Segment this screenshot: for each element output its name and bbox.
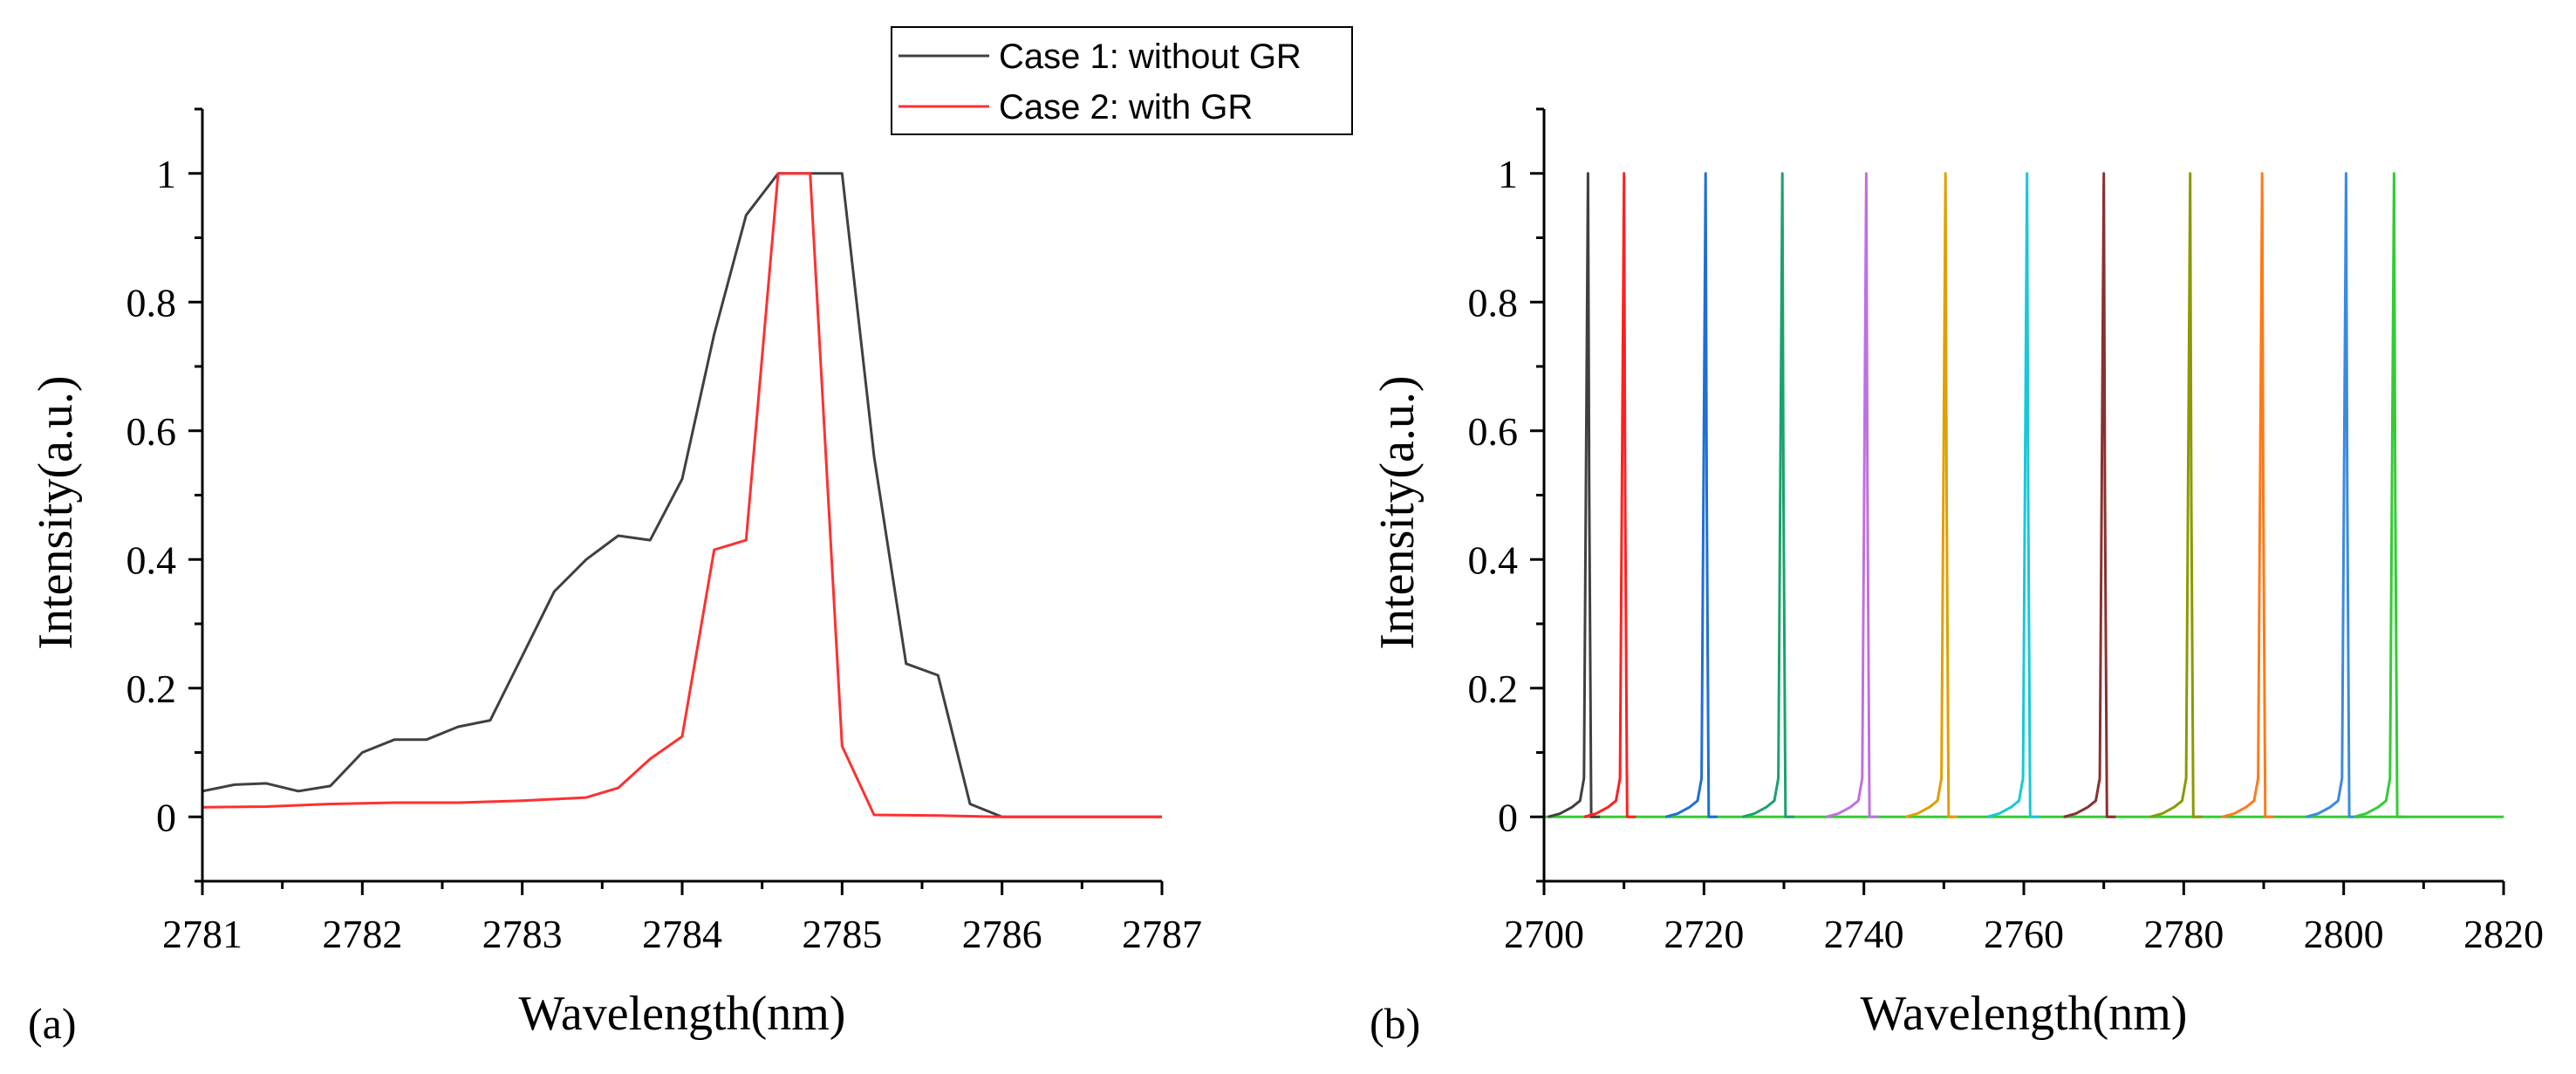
panel-b-y-axis-title: Intensity(a.u.): [1370, 375, 1425, 649]
panel-a-ticks: 2781 2782 2783 2784 2785 2786 2787 0 0.2 0.4 0.6 0.…: [126, 107, 1202, 956]
panel-b-x-tick-label: 2700: [1504, 912, 1584, 956]
panel-a-x-tick-label: 2787: [1122, 912, 1202, 956]
panel-a-x-tick-label: 2784: [642, 912, 722, 956]
panel-b-x-tick-label: 2800: [2304, 912, 2384, 956]
panel-b-y-tick-label: 0.4: [1468, 537, 1519, 582]
panel-a-y-axis-title: Intensity(a.u.): [29, 375, 83, 649]
panel-b-series-group: [1544, 172, 2504, 818]
panel-a-x-tick-label: 2786: [962, 912, 1042, 956]
panel-a-series-line-1: [202, 172, 1162, 818]
panel-b-peak-3: [1664, 172, 1718, 818]
panel-a-y-tick-label: 0.4: [126, 537, 177, 582]
panel-b-peak-6: [1904, 172, 1958, 818]
panel-b-y-tick-label: 1: [1498, 152, 1518, 196]
panel-b-x-tick-label: 2720: [1664, 912, 1744, 956]
legend-label-case-1: Case 1: without GR: [999, 38, 1302, 76]
panel-a-x-tick-label: 2785: [802, 912, 882, 956]
panel-b-peak-10: [2221, 172, 2274, 818]
panel-a-series-line-2: [202, 172, 1162, 818]
panel-b-x-tick-label: 2780: [2143, 912, 2224, 956]
panel-b-y-tick-label: 0: [1498, 795, 1518, 839]
panel-a-x-axis-title: Wavelength(nm): [519, 987, 846, 1041]
panel-b-peak-12: [2354, 172, 2407, 818]
panel-b-peak-7: [1986, 172, 2040, 818]
panel-a-x-tick-label: 2783: [482, 912, 563, 956]
panel-b-y-tick-label: 0.2: [1468, 667, 1519, 711]
panel-b-y-tick-label: 0.6: [1468, 409, 1519, 454]
panel-a: 2781 2782 2783 2784 2785 2786 2787 0 0.2 0.4 0.6 0.…: [28, 107, 1202, 1048]
panel-b-peak-8: [2063, 172, 2116, 818]
legend-label-case-2: Case 2: with GR: [999, 88, 1253, 127]
panel-b-label: (b): [1370, 999, 1420, 1048]
panel-a-x-tick-label: 2782: [322, 912, 402, 956]
panel-b-x-tick-label: 2740: [1824, 912, 1904, 956]
panel-a-y-tick-label: 0.2: [126, 667, 177, 711]
panel-b-peak-9: [2149, 172, 2203, 818]
legend-box: [891, 26, 1353, 135]
panel-b-peak-1: [1548, 172, 1601, 818]
panel-a-label: (a): [28, 999, 77, 1048]
panel-b-peak-2: [1583, 172, 1636, 818]
panel-b-x-tick-label: 2820: [2463, 912, 2544, 956]
panel-b-peak-5: [1826, 172, 1879, 818]
panel-a-y-tick-label: 0.6: [126, 409, 177, 454]
panel-a-x-tick-label: 2781: [162, 912, 243, 956]
panel-b: 2700 2720 2740 2760 2780 2800 2820 0 0.2 0.4 0.6 0.…: [1370, 107, 2544, 1048]
panel-b-peak-11: [2306, 172, 2359, 818]
panel-a-y-tick-label: 0.8: [126, 280, 177, 325]
panel-a-y-tick-label: 1: [156, 152, 176, 196]
panel-b-y-tick-label: 0.8: [1468, 280, 1519, 325]
legend: Case 1: without GR Case 2: with GR: [891, 26, 1353, 135]
panel-b-x-tick-label: 2760: [1984, 912, 2064, 956]
panel-a-series-group: [202, 172, 1162, 818]
panel-b-ticks: 2700 2720 2740 2760 2780 2800 2820 0 0.2 0.4 0.6 0.…: [1468, 107, 2544, 956]
panel-b-peak-4: [1741, 172, 1794, 818]
panel-a-y-tick-label: 0: [156, 795, 176, 839]
panel-b-x-axis-title: Wavelength(nm): [1861, 987, 2188, 1041]
